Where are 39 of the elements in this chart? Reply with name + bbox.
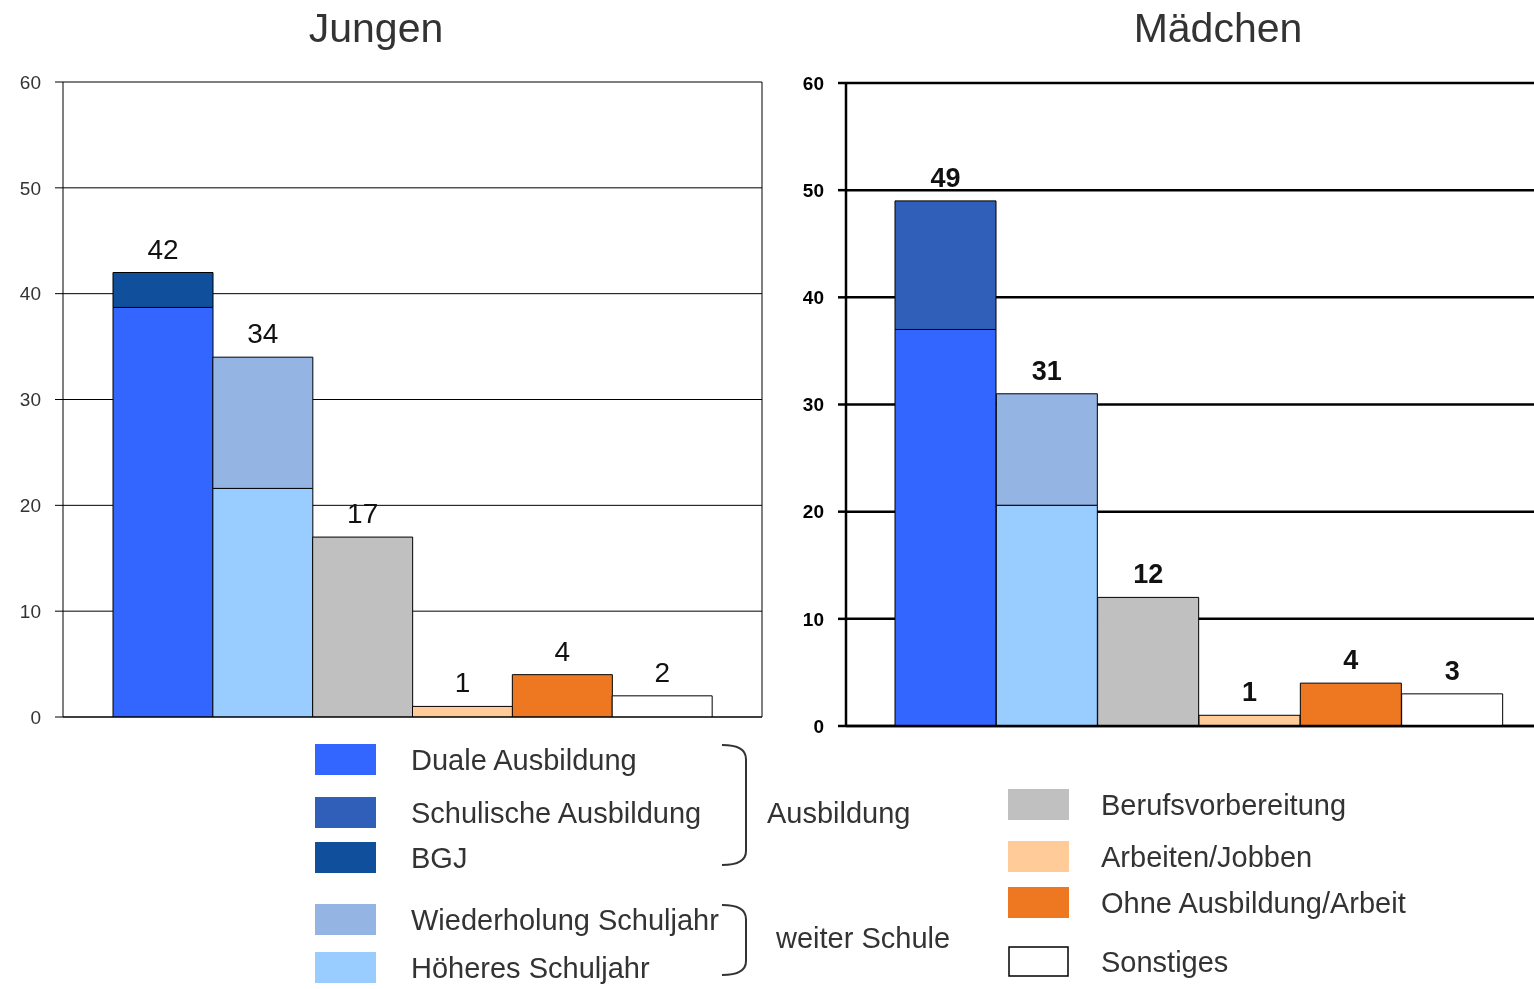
legend-label: Wiederholung Schuljahr (411, 903, 719, 937)
total-label: 2 (654, 656, 670, 688)
y-tick-label: 60 (802, 72, 824, 94)
total-label: 17 (347, 498, 379, 530)
total-label: 3 (1444, 655, 1460, 686)
total-label: 34 (247, 318, 279, 350)
legend-label: BGJ (411, 841, 468, 875)
y-tick-label: 60 (19, 71, 41, 93)
y-tick-label: 20 (802, 501, 824, 523)
y-tick-label: 50 (19, 177, 41, 199)
chart-title: Jungen (307, 5, 445, 51)
legend-label: Höheres Schuljahr (411, 951, 650, 985)
legend-label: Schulische Ausbildung (411, 796, 702, 830)
chart-title: Mädchen (1132, 5, 1304, 51)
total-label: 49 (930, 162, 961, 193)
text: Ausbildung (767, 796, 911, 830)
total-label: 4 (554, 635, 571, 667)
legend-label: Sonstiges (1101, 945, 1229, 979)
y-tick-label: 20 (19, 495, 41, 517)
total-label: 12 (1133, 559, 1164, 590)
y-tick-label: 0 (813, 715, 824, 737)
total-label: 31 (1031, 355, 1062, 386)
y-tick-label: 30 (19, 389, 41, 411)
y-tick-label: 10 (19, 600, 41, 622)
text: weiter Schule (776, 921, 951, 955)
legend-label: Ohne Ausbildung/Arbeit (1101, 886, 1406, 920)
total-label: 4 (1343, 645, 1359, 676)
legend-label: Duale Ausbildung (411, 743, 637, 777)
y-tick-label: 50 (802, 179, 824, 201)
y-tick-label: 30 (802, 394, 824, 416)
y-tick-label: 0 (30, 706, 41, 728)
y-tick-label: 40 (802, 287, 824, 309)
total-label: 1 (454, 667, 471, 699)
legend-label: Berufsvorbereitung (1101, 788, 1347, 822)
legend-label: Arbeiten/Jobben (1101, 840, 1313, 874)
y-tick-label: 10 (802, 608, 824, 630)
total-label: 42 (147, 233, 179, 265)
y-tick-label: 40 (19, 283, 41, 305)
total-label: 1 (1241, 677, 1258, 708)
